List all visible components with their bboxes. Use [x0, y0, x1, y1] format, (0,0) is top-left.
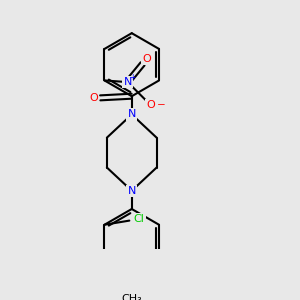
Text: Cl: Cl	[134, 214, 145, 224]
Text: CH₃: CH₃	[122, 294, 142, 300]
Text: −: −	[157, 100, 166, 110]
Text: O: O	[142, 54, 151, 64]
Text: N: N	[124, 77, 132, 87]
Text: +: +	[130, 74, 136, 82]
Text: N: N	[128, 186, 136, 196]
Text: O: O	[146, 100, 155, 110]
Text: N: N	[128, 110, 136, 119]
Text: O: O	[89, 93, 98, 103]
